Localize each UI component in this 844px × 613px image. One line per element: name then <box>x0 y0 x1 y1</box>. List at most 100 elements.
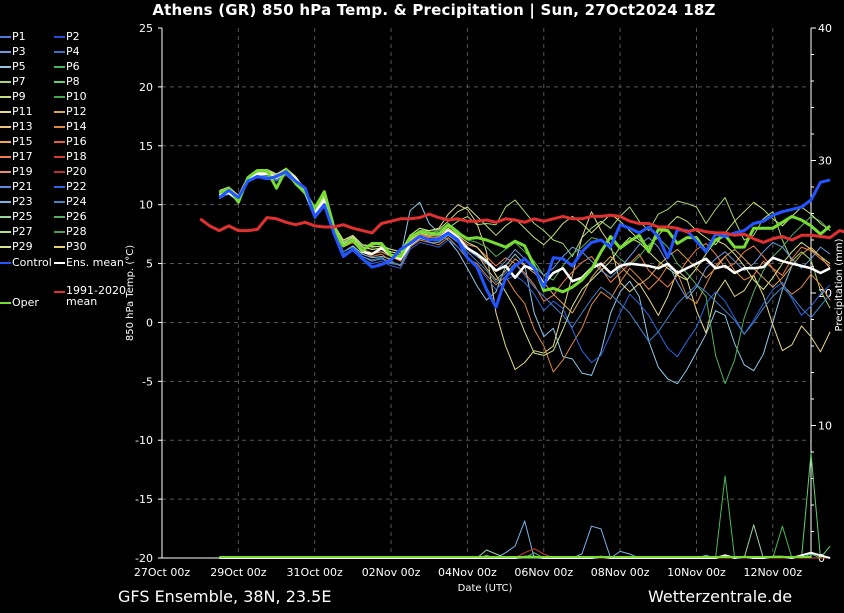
legend-label: P24 <box>66 195 87 208</box>
y-tick-label: 0 <box>146 316 153 329</box>
legend-swatch <box>0 96 11 98</box>
x-tick-label: 12Nov 00z <box>743 566 802 579</box>
legend-label: P26 <box>66 210 87 223</box>
legend-item: P18 <box>54 150 87 164</box>
legend-item: P13 <box>0 120 33 134</box>
legend-item: P6 <box>54 60 80 74</box>
legend-swatch <box>0 246 11 248</box>
legend-swatch <box>54 126 65 128</box>
legend-swatch <box>54 186 65 188</box>
y2-tick-label: 40 <box>818 22 832 35</box>
site-name: Wetterzentrale.de <box>648 587 793 606</box>
y-tick-label: 20 <box>139 81 153 94</box>
legend-swatch <box>0 171 11 173</box>
series-line-oper-temp <box>218 167 832 294</box>
legend-label: P3 <box>12 45 26 58</box>
legend-label: P16 <box>66 135 87 148</box>
legend-label: P2 <box>66 30 80 43</box>
legend-item: P23 <box>0 195 33 209</box>
y-tick-label: -15 <box>135 493 153 506</box>
legend-swatch <box>54 246 65 248</box>
legend-item: P20 <box>54 165 87 179</box>
legend-item: P9 <box>0 90 26 104</box>
series-line-ens-mean-temp <box>219 170 831 285</box>
legend-swatch <box>54 51 65 53</box>
legend-item: P22 <box>54 180 87 194</box>
legend-swatch <box>54 141 65 143</box>
legend-item: P8 <box>54 75 80 89</box>
legend-item: P27 <box>0 225 33 239</box>
legend-label: P20 <box>66 165 87 178</box>
legend-swatch <box>54 66 65 68</box>
legend-swatch <box>0 111 11 113</box>
legend-swatch <box>0 66 11 68</box>
series-line-p6-precip <box>219 475 831 559</box>
legend-label: P7 <box>12 75 26 88</box>
legend-label: P12 <box>66 105 87 118</box>
legend-label: P22 <box>66 180 87 193</box>
legend-label: P18 <box>66 150 87 163</box>
legend-swatch <box>54 201 65 203</box>
legend-swatch <box>54 231 65 233</box>
series-lines <box>199 167 844 559</box>
legend-item: P29 <box>0 240 33 254</box>
legend-item: Control <box>0 256 52 270</box>
y-tick-label: -10 <box>135 434 153 447</box>
legend-label: 1991-2020 mean <box>66 284 126 308</box>
legend-swatch <box>54 81 65 83</box>
legend-swatch <box>0 81 11 83</box>
legend-swatch <box>54 156 65 158</box>
x-tick-label: 31Oct 00z <box>287 566 344 579</box>
legend-item: P2 <box>54 30 80 44</box>
y-tick-label: 15 <box>139 140 153 153</box>
model-info: GFS Ensemble, 38N, 23.5E <box>118 587 332 606</box>
legend-item: P5 <box>0 60 26 74</box>
axes: 27Oct 00z 29Oct 00z 31Oct 00z 02Nov 00z 04No… <box>134 22 832 579</box>
legend-item: P19 <box>0 165 33 179</box>
y-tick-label: 25 <box>139 22 153 35</box>
series-line-1991-2020-mean-temp <box>199 212 844 244</box>
legend-item: P26 <box>54 210 87 224</box>
legend-label: P1 <box>12 30 26 43</box>
legend-swatch <box>54 291 65 293</box>
legend-label: P13 <box>12 120 33 133</box>
x-tick-label: 04Nov 00z <box>438 566 497 579</box>
legend-swatch <box>54 216 65 218</box>
legend-swatch <box>0 231 11 233</box>
y-axis-label: 850 hPa Temp. (°C) <box>125 245 136 341</box>
legend-item: P4 <box>54 45 80 59</box>
x-tick-label: 27Oct 00z <box>134 566 191 579</box>
y-tick-label: 5 <box>146 258 153 271</box>
legend-swatch <box>54 111 65 113</box>
legend-item: P12 <box>54 105 87 119</box>
legend-swatch <box>0 36 11 38</box>
x-tick-label: 02Nov 00z <box>362 566 421 579</box>
series-line-p17-temp <box>219 171 831 302</box>
legend-item: P10 <box>54 90 87 104</box>
legend-swatch <box>0 141 11 143</box>
y2-axis-label: Precipitation (mm) <box>834 238 844 331</box>
series-line-p8-precip <box>219 452 831 559</box>
legend-label: P10 <box>66 90 87 103</box>
legend-item: P14 <box>54 120 87 134</box>
legend-item: P25 <box>0 210 33 224</box>
legend-swatch <box>0 302 11 304</box>
legend-swatch <box>0 156 11 158</box>
legend-swatch <box>0 262 11 264</box>
legend-item: P1 <box>0 30 26 44</box>
legend-item: 1991-2020 mean <box>54 285 126 307</box>
legend-label: Control <box>12 256 52 269</box>
legend-label: P27 <box>12 225 33 238</box>
y2-tick-label: 30 <box>818 155 832 168</box>
legend-item: Ens. mean <box>54 256 124 270</box>
legend-label: P19 <box>12 165 33 178</box>
legend-label: P28 <box>66 225 87 238</box>
legend-item: P7 <box>0 75 26 89</box>
series-line-p3-temp <box>219 173 831 300</box>
x-tick-label: 29Oct 00z <box>210 566 267 579</box>
legend-label: P15 <box>12 135 33 148</box>
legend-label: P14 <box>66 120 87 133</box>
x-tick-label: 08Nov 00z <box>591 566 650 579</box>
legend-label: P6 <box>66 60 80 73</box>
